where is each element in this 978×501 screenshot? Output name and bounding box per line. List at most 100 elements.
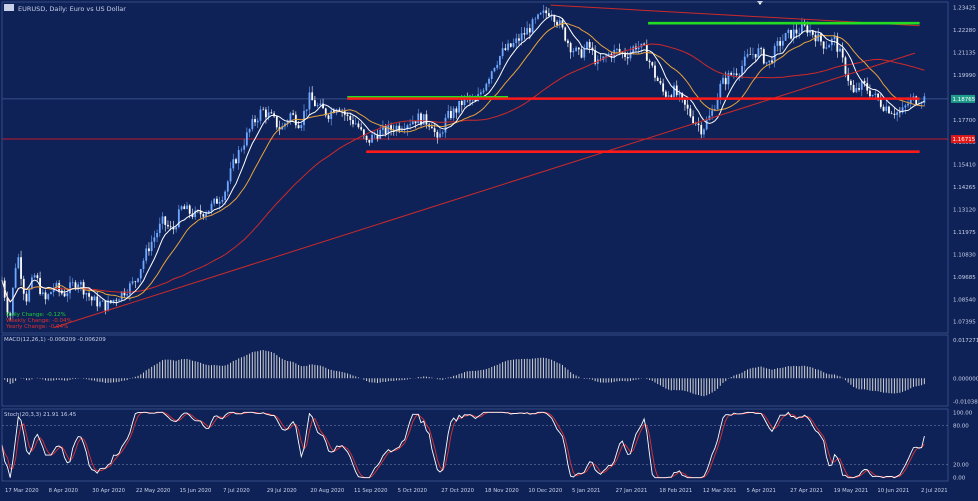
candle-body [504, 48, 507, 50]
candle-body [17, 257, 20, 269]
time-tick-label: 5 Apr 2021 [747, 488, 776, 494]
macd-tick-label: 0.017271 [953, 338, 978, 344]
candle-body [526, 28, 529, 35]
candle-body [711, 110, 714, 116]
candle-body [213, 198, 216, 204]
candle-body [888, 106, 890, 114]
candle-body [760, 48, 763, 50]
time-tick-label: 12 Mar 2021 [703, 488, 737, 494]
candle-body [512, 43, 515, 47]
candle-body [85, 293, 88, 295]
candle-body [684, 97, 686, 105]
stochastic-pane[interactable]: Stoch(20,3,3) 21.91 16.45 100.00 80.00 20.0… [1, 410, 973, 482]
candle-body [787, 29, 790, 34]
red-level-tag [951, 135, 975, 144]
macd-pane[interactable]: MACD(12,26,1) -0.006209 -0.006209 0.01727… [2, 337, 978, 405]
candle-body [537, 14, 539, 19]
candle-body [849, 80, 852, 85]
candle-body [643, 43, 646, 45]
macd-label: MACD(12,26,1) -0.006209 -0.006209 [4, 337, 106, 343]
candle-body [594, 50, 597, 64]
stochastic-tick-label: 100.00 [953, 410, 973, 416]
candle-body [836, 36, 839, 52]
candle-body [137, 278, 139, 282]
stochastic-label: Stoch(20,3,3) 21.91 16.45 [4, 412, 77, 418]
candle-body [292, 113, 295, 115]
candle-body [841, 48, 844, 58]
candle-body [626, 57, 629, 59]
current-price-value: 1.18765 [953, 97, 976, 103]
candle-body [784, 33, 787, 41]
candle-body [270, 112, 273, 114]
candle-body [904, 105, 907, 108]
candle-body [180, 206, 183, 210]
time-tick-label: 27 Jan 2021 [616, 488, 648, 494]
candle-body [167, 224, 169, 227]
candle-body [553, 15, 556, 22]
change-label: Weekly Change: -0.04% [6, 318, 72, 324]
macd-tick-label: -0.010383 [953, 399, 978, 405]
price-pane[interactable]: 1.234251.222801.211351.199901.188451.177… [1, 1, 976, 328]
price-tick-label: 1.10830 [953, 252, 976, 258]
candle-body [792, 29, 795, 39]
candle-body [678, 93, 681, 96]
candle-body [88, 293, 90, 297]
candle-body [719, 83, 722, 98]
candle-body [708, 115, 711, 121]
candle-body [575, 47, 577, 51]
candle-body [265, 109, 267, 118]
time-tick-label: 18 Feb 2021 [659, 488, 692, 494]
candle-body [809, 30, 811, 33]
candle-body [803, 24, 806, 26]
candle-body [96, 296, 99, 307]
candle-body [463, 96, 466, 106]
candle-body [354, 123, 357, 125]
candle-body [305, 109, 308, 111]
time-tick-label: 10 Jun 2021 [877, 488, 909, 494]
candle-body [795, 29, 798, 34]
candle-body [420, 113, 422, 125]
candle-body [278, 127, 281, 130]
candle-body [455, 108, 458, 113]
trendline[interactable] [53, 52, 916, 328]
candle-body [346, 114, 349, 116]
stochastic-signal-line [1, 411, 925, 479]
price-tick-label: 1.09685 [953, 275, 976, 281]
candle-body [806, 25, 809, 33]
candle-body [531, 19, 534, 33]
candle-body [267, 112, 270, 118]
candle-body [450, 110, 452, 119]
candle-body [520, 33, 523, 41]
candle-body [330, 110, 333, 119]
stochastic-main-line [1, 411, 925, 479]
candle-body [216, 198, 218, 204]
candle-body [172, 226, 175, 230]
candle-body [109, 300, 112, 303]
candle-body [776, 41, 779, 46]
candle-body [507, 43, 509, 50]
candle-body [673, 85, 675, 97]
candle-body [586, 41, 588, 49]
candle-body [768, 60, 771, 63]
time-tick-label: 19 May 2021 [834, 488, 869, 494]
shift-marker-icon[interactable] [757, 1, 763, 5]
candle-body [909, 97, 912, 104]
candle-body [458, 100, 460, 113]
moving-average-mid [1, 22, 925, 303]
candle-body [542, 10, 545, 13]
candle-body [161, 216, 164, 224]
candle-body [499, 56, 501, 65]
candle-body [893, 113, 896, 115]
candle-body [120, 291, 123, 300]
candle-body [488, 78, 490, 84]
candle-body [860, 80, 863, 90]
candle-body [93, 296, 96, 301]
candle-body [738, 74, 741, 76]
candle-body [390, 125, 392, 131]
candle-body [401, 129, 403, 131]
candle-body [63, 293, 66, 297]
candle-body [406, 125, 409, 130]
candle-body [303, 110, 305, 126]
